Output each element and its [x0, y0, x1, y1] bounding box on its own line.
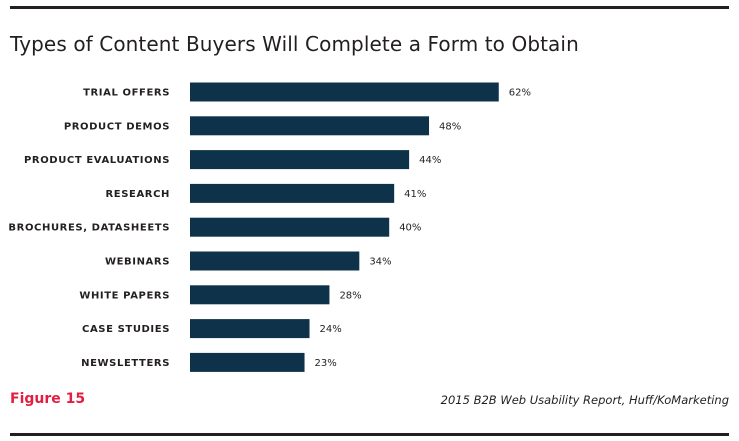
bar [190, 116, 430, 136]
value-label: 23% [315, 358, 337, 369]
category-label: BROCHURES, DATASHEETS [8, 223, 170, 234]
bar [190, 352, 305, 372]
value-label: 24% [320, 324, 342, 335]
category-label: PRODUCT EVALUATIONS [24, 155, 170, 166]
value-label: 41% [404, 189, 426, 200]
value-label: 40% [399, 223, 421, 234]
value-label: 48% [439, 121, 461, 132]
figure-label: Figure 15 [10, 391, 86, 407]
top-rule [10, 6, 729, 9]
bar [190, 251, 360, 271]
bottom-rule [10, 433, 729, 436]
category-label: NEWSLETTERS [81, 358, 170, 369]
chart-title: Types of Content Buyers Will Complete a … [10, 32, 579, 56]
bar [190, 285, 330, 305]
bar [190, 183, 395, 203]
category-label: PRODUCT DEMOS [64, 121, 170, 132]
value-label: 34% [369, 257, 391, 268]
bar [190, 217, 390, 237]
category-label: CASE STUDIES [82, 324, 170, 335]
category-label: RESEARCH [105, 189, 170, 200]
bar [190, 319, 310, 339]
category-label: WEBINARS [105, 257, 170, 268]
category-label: WHITE PAPERS [79, 290, 170, 301]
bar [190, 150, 410, 170]
value-label: 28% [339, 290, 361, 301]
source-citation: 2015 B2B Web Usability Report, Huff/KoMa… [440, 393, 729, 407]
category-label: TRIAL OFFERS [83, 88, 170, 99]
bar [190, 82, 499, 102]
value-label: 62% [509, 88, 531, 99]
value-label: 44% [419, 155, 441, 166]
